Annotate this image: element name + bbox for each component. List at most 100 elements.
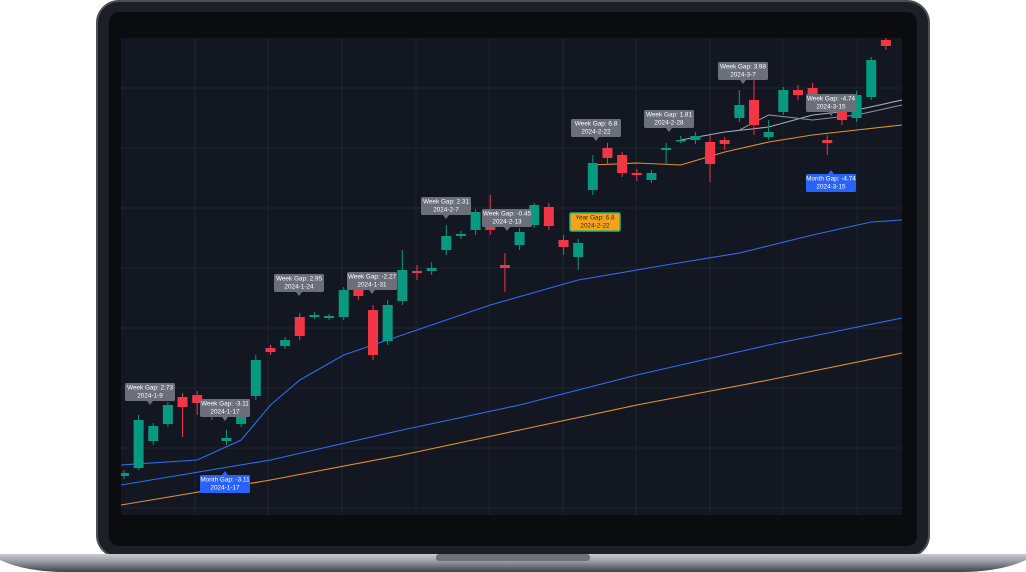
candle-body	[661, 148, 672, 150]
gap-label-box	[347, 272, 397, 290]
gap-label-box	[806, 174, 856, 192]
candle-body	[763, 132, 774, 137]
gap-label-box	[482, 209, 532, 227]
gap-label-text: Week Gap: 3.98	[720, 64, 767, 71]
candle-body	[221, 438, 232, 441]
gap-label-date: 2024-2-22	[581, 129, 611, 136]
candle-body	[426, 268, 437, 271]
candle-body	[631, 173, 642, 175]
gap-label-date: 2024-1-24	[284, 284, 314, 291]
candle-body	[602, 148, 613, 158]
gap-label-text: Week Gap: 6.8	[575, 121, 618, 128]
gap-label-box	[125, 383, 175, 401]
gap-label-date: 2024-3-15	[816, 184, 846, 191]
gap-label-text: Week Gap: 2.73	[127, 385, 174, 392]
candle-body	[690, 136, 701, 140]
gap-label-box	[200, 475, 250, 493]
candle-body	[192, 395, 203, 403]
candle-body	[470, 212, 481, 230]
ma-line	[592, 124, 902, 166]
notch	[436, 554, 590, 561]
laptop-base	[0, 554, 1026, 572]
candle-body	[309, 315, 320, 317]
candle-body	[121, 473, 129, 476]
gap-label-date: 2024-1-9	[137, 393, 163, 400]
candle-body	[646, 173, 657, 180]
gap-label-date: 2024-1-17	[210, 485, 240, 492]
gap-label-pointer	[222, 471, 228, 475]
candle-body	[499, 265, 510, 268]
candle-body	[514, 232, 525, 245]
candle-body	[368, 310, 379, 355]
gap-label-pointer	[666, 128, 672, 132]
candle-body	[749, 100, 760, 125]
gap-label-date: 2024-2-7	[433, 207, 459, 214]
gap-label-date: 2024-2-22	[580, 223, 610, 230]
candle-body	[411, 271, 422, 273]
candle-body	[280, 340, 291, 346]
gap-label-pointer	[740, 80, 746, 84]
candle-body	[250, 360, 261, 396]
gap-label-date: 2024-3-15	[816, 104, 846, 111]
candle-body	[543, 207, 554, 226]
candle-body	[705, 142, 716, 164]
candle-body	[177, 397, 188, 407]
gap-label-date: 2024-2-28	[654, 120, 684, 127]
candle-body	[719, 140, 730, 144]
candle-body	[734, 105, 745, 118]
gap-label-text: Week Gap: 1.81	[646, 112, 693, 119]
gap-label-date: 2024-3-7	[730, 72, 756, 79]
candle-body	[236, 416, 247, 424]
gap-label-date: 2024-1-31	[357, 282, 387, 289]
candle-body	[397, 270, 408, 301]
candle-body	[294, 317, 305, 336]
ma-line	[121, 317, 902, 486]
gap-label-date: 2024-2-13	[492, 219, 522, 226]
gap-label-box	[274, 274, 324, 292]
candle-body	[324, 316, 335, 318]
candle-body	[792, 90, 803, 95]
gap-label-pointer	[828, 112, 834, 116]
gap-label-pointer	[504, 227, 510, 231]
gap-label-pointer	[828, 170, 834, 174]
gap-label-text: Month Gap: -4.74	[806, 176, 856, 183]
candle-body	[573, 243, 584, 257]
candle-body	[162, 405, 173, 424]
gap-label-box	[644, 110, 694, 128]
gap-label-text: Week Gap: -3.11	[201, 401, 249, 408]
gap-label-pointer	[443, 215, 449, 219]
candle-body	[822, 140, 833, 143]
gap-label-text: Week Gap: -0.45	[483, 211, 532, 218]
candle-body	[529, 205, 540, 225]
gap-label-pointer	[593, 137, 599, 141]
candle-body	[382, 305, 393, 341]
candle-body	[133, 420, 144, 468]
gap-label-box	[421, 197, 471, 215]
candle-body	[675, 140, 686, 142]
screen	[121, 38, 902, 515]
gap-label-text: Week Gap: 2.31	[423, 199, 470, 206]
gap-label-box	[200, 399, 250, 417]
ma-line	[121, 219, 902, 466]
candle-body	[265, 348, 276, 352]
candle-body	[851, 95, 862, 118]
candle-body	[587, 163, 598, 190]
gap-label-pointer	[222, 417, 228, 421]
gap-label-pointer	[369, 290, 375, 294]
candle-body	[441, 236, 452, 250]
gap-label-text: Month Gap: -3.11	[200, 477, 250, 484]
candle-body	[807, 88, 818, 95]
gap-label-box	[718, 62, 768, 80]
gap-label-text: Week Gap: -4.74	[807, 96, 856, 103]
